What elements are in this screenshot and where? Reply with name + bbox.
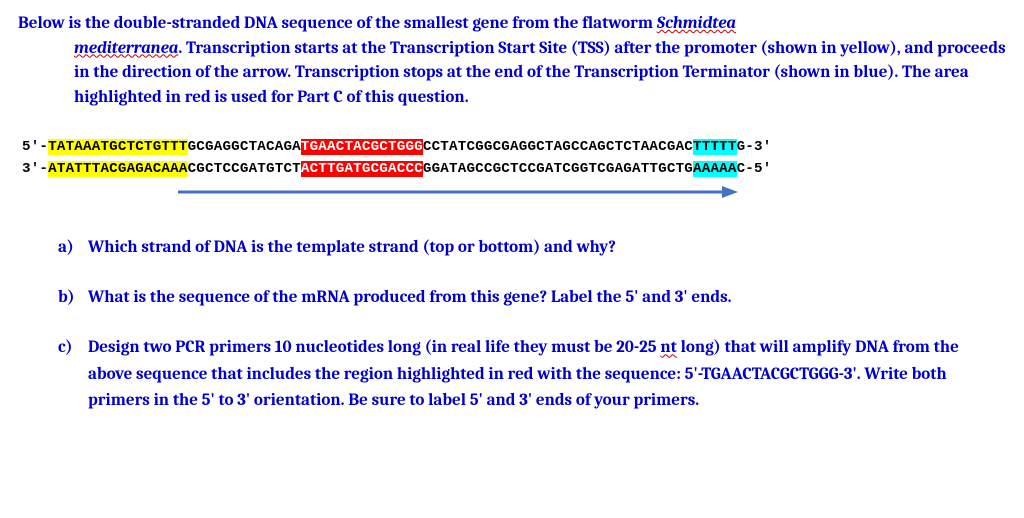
seq-top-1: GCGAGGCTACAGA (188, 139, 301, 155)
question-b: b) What is the sequence of the mRNA prod… (18, 285, 1006, 311)
intro-tail: . Transcription starts at the Transcript… (74, 39, 1006, 107)
question-a: a) Which strand of DNA is the template s… (18, 235, 1006, 261)
question-c: c) Design two PCR primers 10 nucleotides… (18, 335, 1006, 414)
dna-bottom-strand: 3'-ATATTTACGAGACAAACGCTCCGATGTCTACTTGATG… (22, 161, 1006, 177)
promoter-bottom: ATATTTACGAGACAAA (48, 161, 187, 177)
promoter-top: TATAAATGCTCTGTTT (48, 139, 187, 155)
question-text: What is the sequence of the mRNA produce… (88, 285, 1006, 311)
question-letter: b) (58, 285, 88, 311)
terminator-top: TTTTT (693, 139, 737, 155)
seq-bot-2: GGATAGCCGCTCCGATCGGTCGAGATTGCTG (423, 161, 693, 177)
question-letter: a) (58, 235, 88, 261)
species-name-2: mediterranea (74, 39, 178, 58)
question-text: Which strand of DNA is the template stra… (88, 235, 1006, 261)
seq-bot-3: C-5' (737, 161, 772, 177)
question-list: a) Which strand of DNA is the template s… (18, 235, 1006, 415)
transcription-arrow (178, 183, 738, 201)
question-letter: c) (58, 335, 88, 414)
question-text: Design two PCR primers 10 nucleotides lo… (88, 335, 1006, 414)
intro-paragraph: Below is the double-stranded DNA sequenc… (18, 12, 1006, 111)
species-name-1: Schmidtea (657, 14, 736, 33)
five-prime-label: 5'- (22, 139, 48, 155)
seq-bot-1: CGCTCCGATGTCT (188, 161, 301, 177)
nt-wavy: nt (660, 338, 676, 357)
dna-top-strand: 5'-TATAAATGCTCTGTTTGCGAGGCTACAGATGAACTAC… (22, 139, 1006, 155)
red-region-bottom: ACTTGATGCGACCC (301, 161, 423, 177)
terminator-bottom: AAAAA (693, 161, 737, 177)
seq-top-3: G-3' (737, 139, 772, 155)
three-prime-label: 3'- (22, 161, 48, 177)
intro-lead: Below is the double-stranded DNA sequenc… (18, 14, 657, 33)
seq-top-2: CCTATCGGCGAGGCTAGCCAGCTCTAACGAC (423, 139, 693, 155)
red-region-top: TGAACTACGCTGGG (301, 139, 423, 155)
